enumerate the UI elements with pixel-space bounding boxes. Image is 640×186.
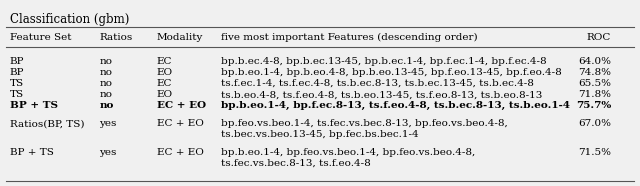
Text: bp.feo.vs.beo.1-4, ts.fec.vs.bec.8-13, bp.feo.vs.beo.4-8,
ts.bec.vs.beo.13-45, b: bp.feo.vs.beo.1-4, ts.fec.vs.bec.8-13, b… <box>221 119 508 139</box>
Text: bp.b.eo.1-4, bp.feo.vs.beo.1-4, bp.feo.vs.beo.4-8,
ts.fec.vs.bec.8-13, ts.f.eo.4: bp.b.eo.1-4, bp.feo.vs.beo.1-4, bp.feo.v… <box>221 148 475 168</box>
Text: bp.b.ec.4-8, bp.b.ec.13-45, bp.b.ec.1-4, bp.f.ec.1-4, bp.f.ec.4-8: bp.b.ec.4-8, bp.b.ec.13-45, bp.b.ec.1-4,… <box>221 57 547 66</box>
Text: yes: yes <box>99 119 116 128</box>
Text: yes: yes <box>99 148 116 157</box>
Text: EO: EO <box>157 68 173 77</box>
Text: EC + EO: EC + EO <box>157 148 204 157</box>
Text: BP: BP <box>10 68 24 77</box>
Text: Ratios: Ratios <box>99 33 132 42</box>
Text: no: no <box>99 90 112 99</box>
Text: ts.f.ec.1-4, ts.f.ec.4-8, ts.b.ec.8-13, ts.b.ec.13-45, ts.b.ec.4-8: ts.f.ec.1-4, ts.f.ec.4-8, ts.b.ec.8-13, … <box>221 79 534 88</box>
Text: BP + TS: BP + TS <box>10 101 58 110</box>
Text: Ratios(BP, TS): Ratios(BP, TS) <box>10 119 84 128</box>
Text: bp.b.eo.1-4, bp.f.ec.8-13, ts.f.eo.4-8, ts.b.ec.8-13, ts.b.eo.1-4: bp.b.eo.1-4, bp.f.ec.8-13, ts.f.eo.4-8, … <box>221 101 570 110</box>
Text: no: no <box>99 79 112 88</box>
Text: BP: BP <box>10 57 24 66</box>
Text: ROC: ROC <box>587 33 611 42</box>
Text: 75.7%: 75.7% <box>576 101 611 110</box>
Text: no: no <box>99 57 112 66</box>
Text: TS: TS <box>10 90 24 99</box>
Text: EC: EC <box>157 79 172 88</box>
Text: five most important Features (descending order): five most important Features (descending… <box>221 33 477 42</box>
Text: 71.8%: 71.8% <box>578 90 611 99</box>
Text: 67.0%: 67.0% <box>578 119 611 128</box>
Text: TS: TS <box>10 79 24 88</box>
Text: 74.8%: 74.8% <box>578 68 611 77</box>
Text: Modality: Modality <box>157 33 203 42</box>
Text: no: no <box>99 68 112 77</box>
Text: EC: EC <box>157 57 172 66</box>
Text: 65.5%: 65.5% <box>578 79 611 88</box>
Text: bp.b.eo.1-4, bp.b.eo.4-8, bp.b.eo.13-45, bp.f.eo.13-45, bp.f.eo.4-8: bp.b.eo.1-4, bp.b.eo.4-8, bp.b.eo.13-45,… <box>221 68 561 77</box>
Text: EC + EO: EC + EO <box>157 101 206 110</box>
Text: 71.5%: 71.5% <box>578 148 611 157</box>
Text: ts.b.eo.4-8, ts.f.eo.4-8, ts.b.eo.13-45, ts.f.eo.8-13, ts.b.eo.8-13: ts.b.eo.4-8, ts.f.eo.4-8, ts.b.eo.13-45,… <box>221 90 542 99</box>
Text: EC + EO: EC + EO <box>157 119 204 128</box>
Text: Classification (gbm): Classification (gbm) <box>10 13 129 26</box>
Text: BP + TS: BP + TS <box>10 148 54 157</box>
Text: Feature Set: Feature Set <box>10 33 71 42</box>
Text: no: no <box>99 101 113 110</box>
Text: 64.0%: 64.0% <box>578 57 611 66</box>
Text: EO: EO <box>157 90 173 99</box>
